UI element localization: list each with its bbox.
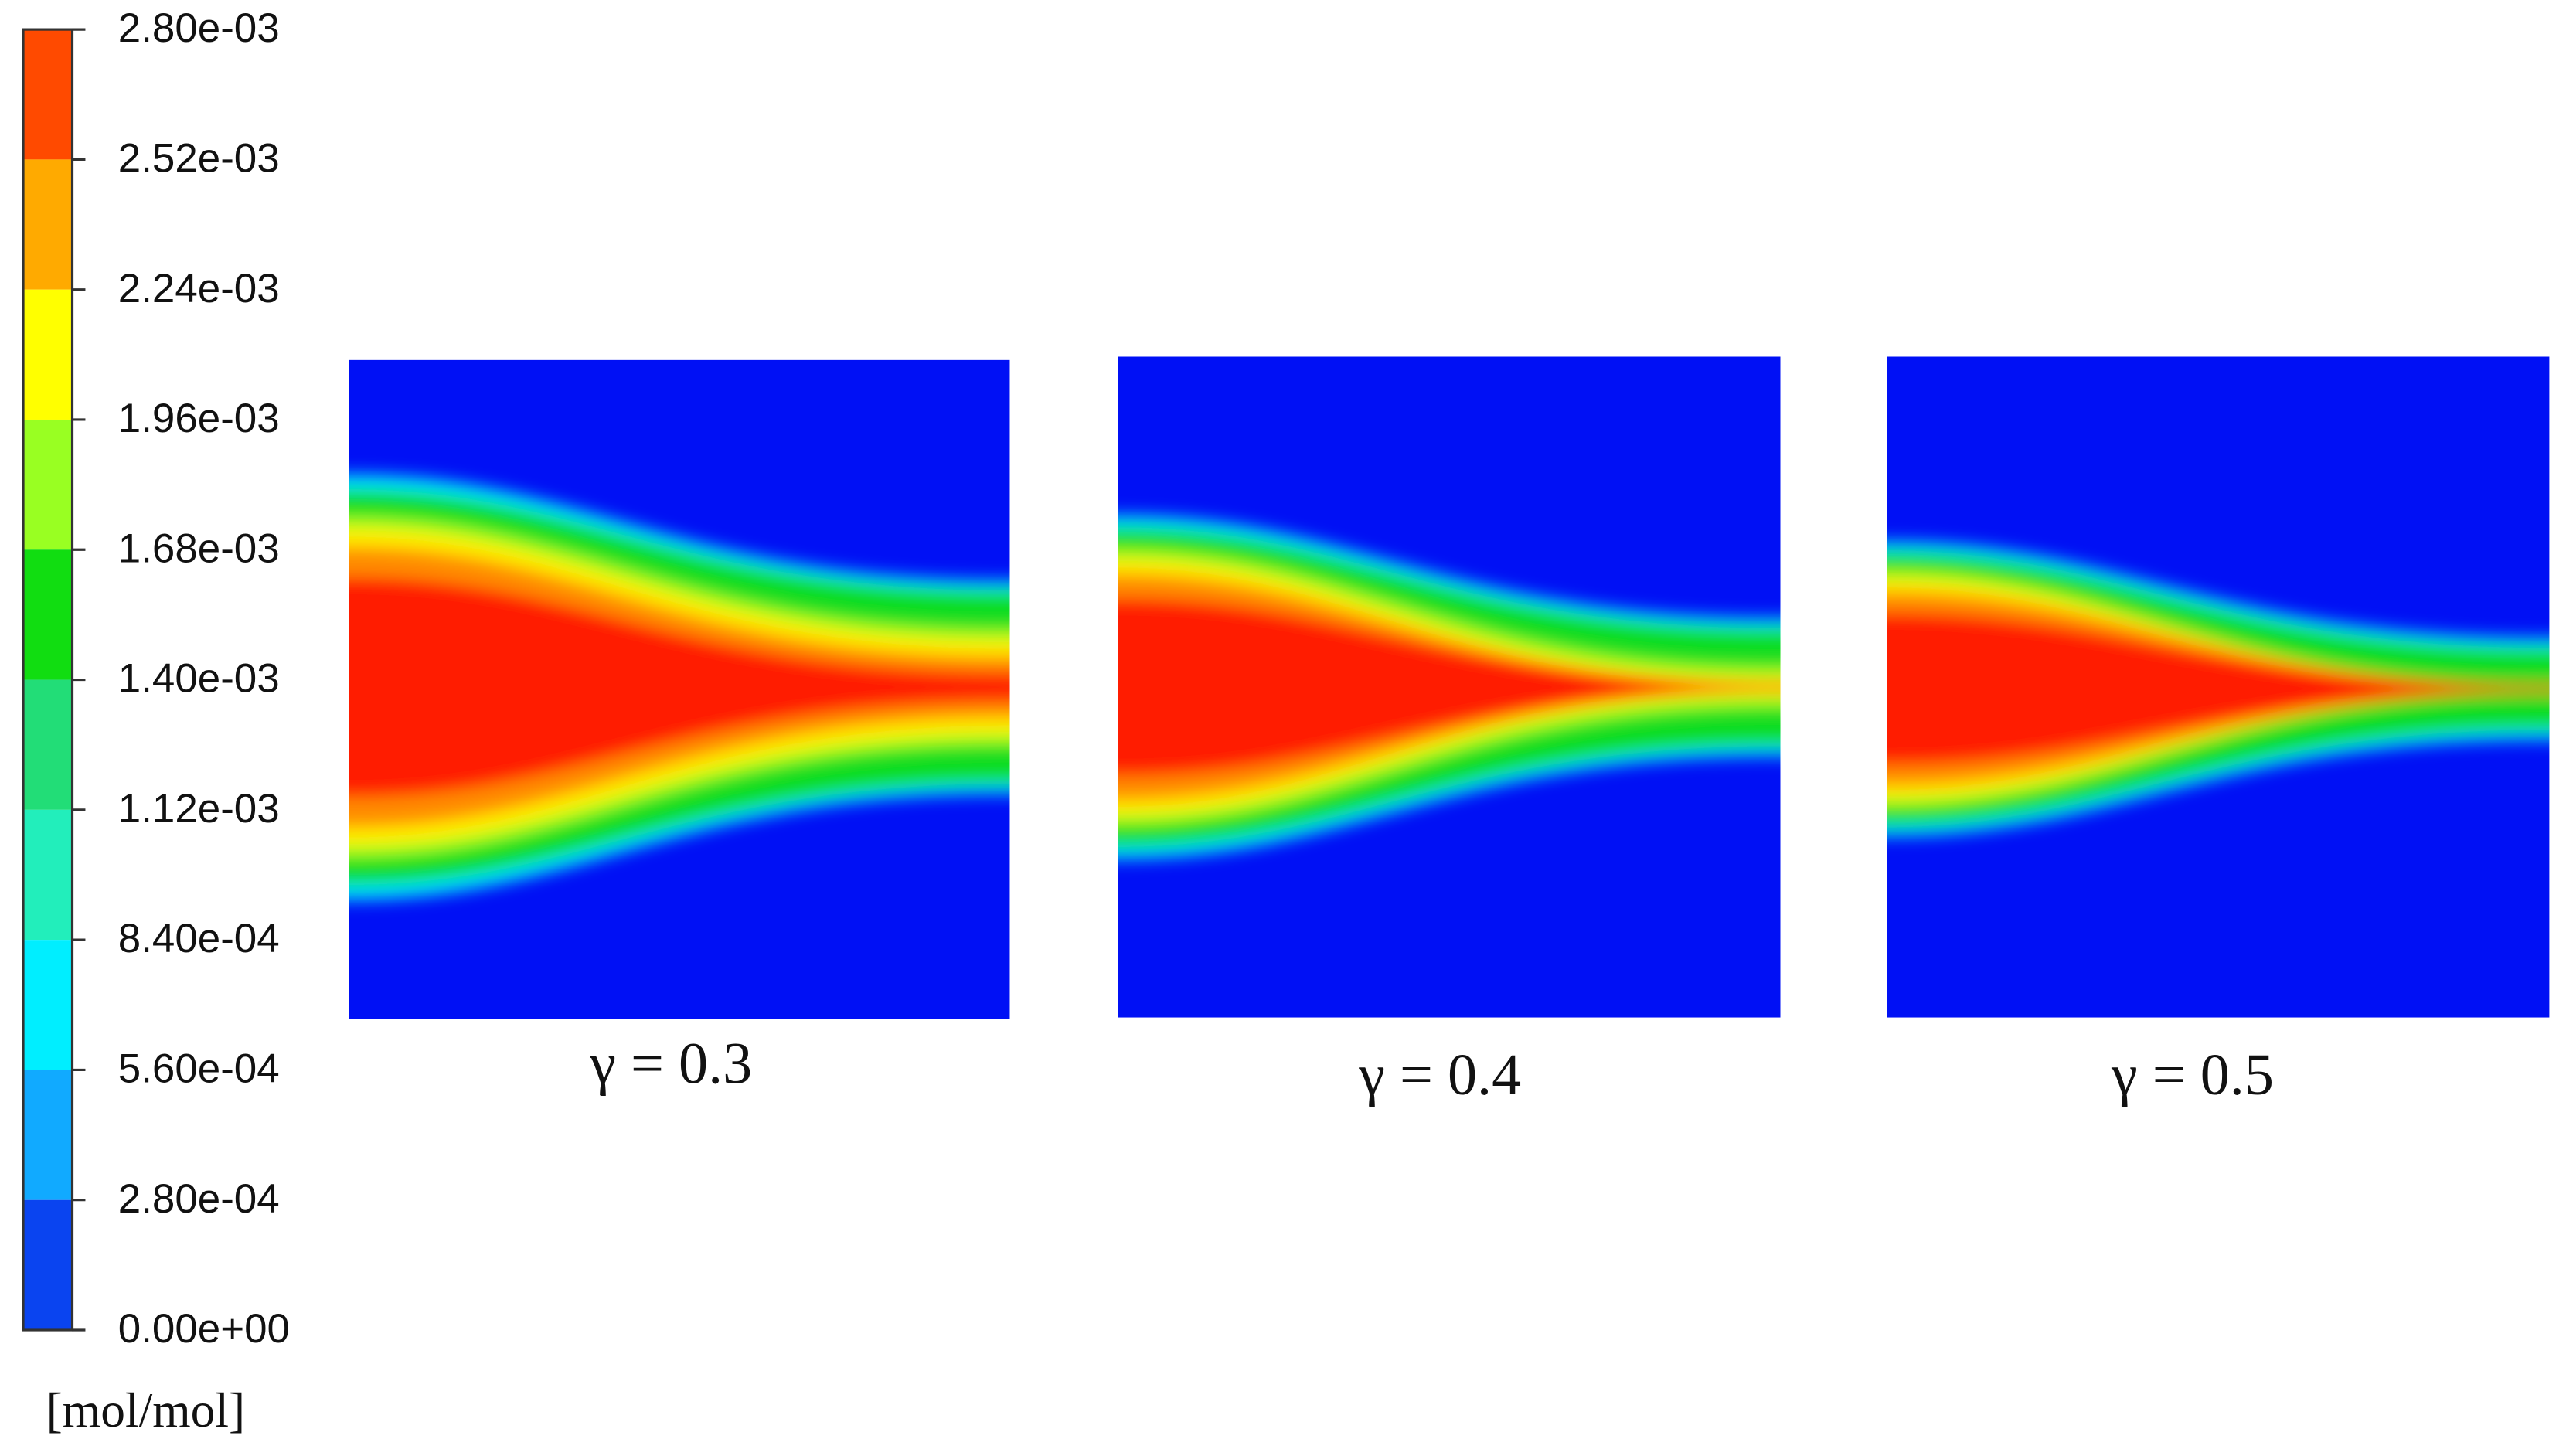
unit-label: [mol/mol] bbox=[46, 1383, 246, 1437]
color-band bbox=[23, 1070, 73, 1200]
contour-band bbox=[1887, 612, 2550, 766]
colorbar-label: 2.80e-03 bbox=[118, 5, 280, 51]
contour-panel bbox=[349, 359, 1010, 1019]
colorbar-label: 2.80e-04 bbox=[118, 1176, 280, 1222]
plume bbox=[349, 474, 1010, 900]
plume bbox=[1887, 541, 2550, 836]
colorbar-label: 8.40e-04 bbox=[118, 916, 280, 961]
colorbar-label: 2.52e-03 bbox=[118, 135, 280, 181]
color-band bbox=[23, 1199, 73, 1331]
color-band bbox=[23, 289, 73, 420]
colorbar-label: 1.68e-03 bbox=[118, 526, 280, 571]
color-band bbox=[23, 159, 73, 290]
colorbar-label: 2.24e-03 bbox=[118, 266, 280, 311]
plume bbox=[1118, 515, 1781, 859]
contour-band bbox=[349, 576, 1010, 798]
contour-band bbox=[1118, 597, 1781, 777]
colorbar-label: 1.12e-03 bbox=[118, 786, 280, 832]
contour-panel bbox=[1118, 356, 1781, 1018]
colorbar bbox=[22, 28, 74, 1332]
color-band bbox=[23, 940, 73, 1070]
colorbar-label: 5.60e-04 bbox=[118, 1046, 280, 1092]
color-band bbox=[23, 809, 73, 941]
color-band bbox=[23, 549, 73, 680]
color-band bbox=[23, 679, 73, 810]
colorbar-label: 1.40e-03 bbox=[118, 656, 280, 702]
colorbar-label: 1.96e-03 bbox=[118, 396, 280, 441]
panel-caption: γ = 0.4 bbox=[1358, 1043, 1521, 1107]
panel-caption: γ = 0.3 bbox=[589, 1031, 752, 1096]
color-band bbox=[23, 29, 73, 160]
contour-panel bbox=[1887, 356, 2550, 1018]
colorbar-label: 0.00e+00 bbox=[118, 1306, 290, 1352]
color-band bbox=[23, 419, 73, 550]
panel-caption: γ = 0.5 bbox=[2111, 1043, 2274, 1107]
